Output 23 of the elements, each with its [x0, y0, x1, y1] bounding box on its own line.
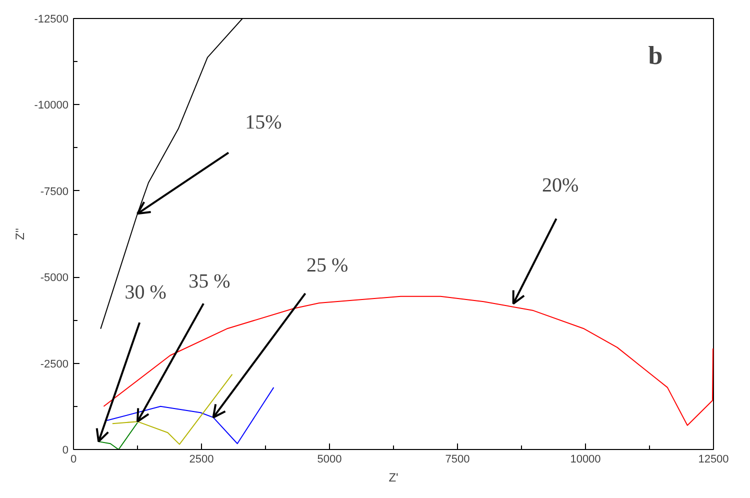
- x-axis-title: Z': [388, 470, 398, 484]
- annotation: 15%: [245, 112, 282, 134]
- x-tick-label: 2500: [189, 454, 214, 466]
- annotation: 25 %: [306, 254, 348, 276]
- y-tick-label: -12500: [34, 14, 69, 26]
- annotation: 30 %: [124, 282, 166, 304]
- y-tick-label: -10000: [34, 100, 69, 112]
- x-tick-label: 10000: [570, 454, 601, 466]
- line-series: [98, 422, 138, 450]
- annotation: 20%: [542, 174, 579, 197]
- x-tick-label: 12500: [698, 454, 729, 466]
- x-tick-label: 7500: [445, 454, 470, 466]
- y-tick-label: -7500: [40, 186, 69, 198]
- annotation: 35 %: [188, 270, 230, 293]
- y-tick-label: -2500: [40, 358, 69, 370]
- annotation: b: [648, 41, 663, 70]
- x-tick-label: 5000: [317, 454, 342, 466]
- y-tick-label: -5000: [40, 272, 69, 284]
- y-axis-title: Z'': [13, 228, 28, 240]
- line-series: [112, 374, 233, 445]
- y-tick-label: 0: [62, 444, 69, 456]
- line-series: [106, 386, 274, 444]
- x-tick-label: 0: [70, 454, 77, 466]
